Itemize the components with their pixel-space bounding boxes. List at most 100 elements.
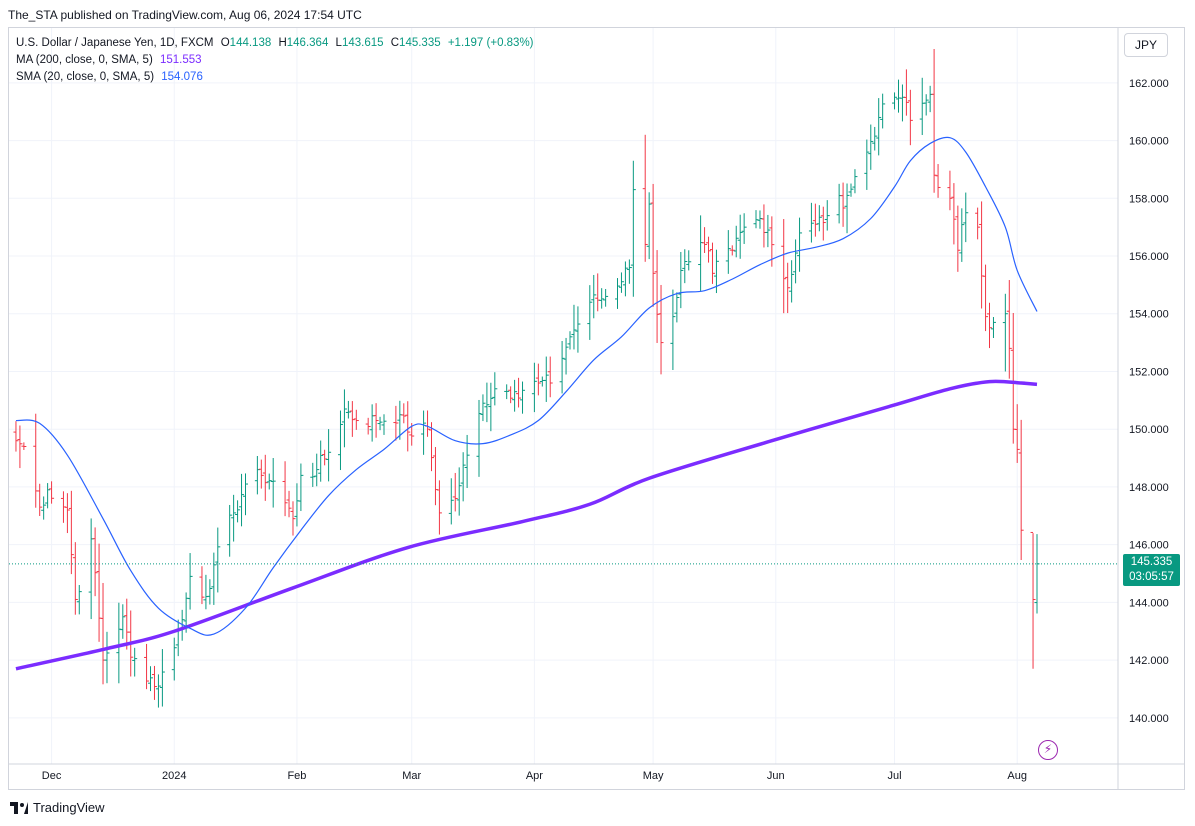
ohlc-bar xyxy=(923,94,929,116)
ohlc-bar xyxy=(702,227,708,253)
symbol-label[interactable]: U.S. Dollar / Japanese Yen, 1D, FXCM xyxy=(16,37,214,49)
ohlc-bar xyxy=(1014,404,1020,463)
ohlc-bar xyxy=(282,461,288,517)
y-tick-label: 140.000 xyxy=(1129,713,1169,725)
lightning-icon[interactable]: ⚡ xyxy=(1038,740,1058,760)
ohlc-bar xyxy=(903,69,909,116)
ohlc-bar xyxy=(373,403,379,438)
close-value: 145.335 xyxy=(399,37,441,49)
ohlc-bar xyxy=(151,665,157,700)
ohlc-bar xyxy=(824,200,830,231)
ohlc-bar xyxy=(68,490,74,575)
ohlc-bar xyxy=(92,527,98,597)
time-axis: Dec 2024 Feb Mar Apr May Jun Jul Aug xyxy=(9,763,1185,782)
close-label: C xyxy=(390,37,400,49)
ohlc-bar xyxy=(864,139,870,190)
publisher-line: The_STA published on TradingView.com, Au… xyxy=(8,8,362,22)
ohlc-bar xyxy=(262,454,268,501)
y-tick-label: 146.000 xyxy=(1129,540,1169,552)
ohlc-bar xyxy=(504,384,510,400)
last-price-badge: 145.335 03:05:57 xyxy=(1123,554,1180,586)
ohlc-bar xyxy=(175,619,181,657)
ohlc-bar xyxy=(318,440,324,482)
ohlc-bar xyxy=(448,478,454,525)
currency-button[interactable]: JPY xyxy=(1124,33,1168,57)
ohlc-bar xyxy=(642,134,648,262)
x-tick-label: Apr xyxy=(526,770,543,782)
ohlc-bar xyxy=(258,459,264,489)
legend-sma20-row[interactable]: SMA (20, close, 0, SMA, 5) 154.076 xyxy=(16,69,534,86)
ohlc-bar xyxy=(1010,313,1016,444)
ohlc-bar xyxy=(709,242,715,284)
ohlc-bar xyxy=(844,183,850,234)
ohlc-bar xyxy=(428,422,434,472)
footer-brand[interactable]: TradingView xyxy=(10,800,105,815)
change-value: +1.197 (+0.83%) xyxy=(447,37,534,49)
ohlc-bar xyxy=(235,500,241,523)
last-price-value: 145.335 xyxy=(1130,556,1173,568)
ohlc-bar xyxy=(120,604,126,639)
ohlc-bar xyxy=(254,455,260,495)
ohlc-bar xyxy=(377,416,383,431)
ohlc-bar xyxy=(341,389,347,448)
ohlc-bar xyxy=(231,494,237,542)
ohlc-bar xyxy=(539,376,545,387)
sma20-label: SMA (20, close, 0, SMA, 5) xyxy=(16,71,155,83)
y-tick-label: 148.000 xyxy=(1129,482,1169,494)
y-tick-label: 162.000 xyxy=(1129,78,1169,90)
ohlc-bar xyxy=(872,126,878,151)
ohlc-bar xyxy=(1018,419,1024,561)
ohlc-bar xyxy=(769,216,775,267)
ohlc-bar xyxy=(13,421,19,452)
ohlc-bar xyxy=(781,219,787,314)
ohlc-bar xyxy=(88,518,94,620)
ohlc-bar xyxy=(155,674,161,708)
ohlc-bar xyxy=(698,215,704,292)
ohlc-bar xyxy=(1002,293,1008,372)
ohlc-bar xyxy=(615,278,621,309)
grid-lines xyxy=(9,28,1118,764)
ohlc-bar xyxy=(1006,280,1012,379)
ohlc-bar xyxy=(543,356,549,402)
ohlc-bar xyxy=(405,401,411,452)
ohlc-bar xyxy=(587,285,593,340)
y-tick-label: 152.000 xyxy=(1129,366,1169,378)
y-tick-label: 142.000 xyxy=(1129,655,1169,667)
sma20-value: 154.076 xyxy=(161,71,203,83)
y-tick-label: 156.000 xyxy=(1129,251,1169,263)
ohlc-bar xyxy=(488,382,494,432)
ohlc-bar xyxy=(895,79,901,113)
ohlc-bar xyxy=(892,92,898,110)
ohlc-bar xyxy=(575,306,581,353)
ohlc-bar xyxy=(104,631,110,684)
ohlc-bar xyxy=(987,302,993,349)
ohlc-bar xyxy=(17,425,23,469)
y-tick-label: 144.000 xyxy=(1129,597,1169,609)
ohlc-bar xyxy=(646,192,652,260)
ohlc-bar xyxy=(266,473,272,490)
ohlc-bar xyxy=(421,410,427,455)
ma200-value: 151.553 xyxy=(159,54,202,66)
ohlc-bar xyxy=(100,582,106,685)
ohlc-bar xyxy=(919,77,925,136)
ohlc-bar xyxy=(979,201,985,309)
ohlc-bar xyxy=(595,273,601,312)
legend-ma200-row[interactable]: MA (200, close, 0, SMA, 5) 151.553 xyxy=(16,52,534,69)
ohlc-bar xyxy=(535,363,541,396)
ohlc-bar xyxy=(337,410,343,471)
ohlc-bar xyxy=(990,317,996,339)
chart-frame xyxy=(8,27,1185,790)
ohlc-bar xyxy=(436,480,442,535)
ohlc-bar xyxy=(227,504,233,557)
ma200-label: MA (200, close, 0, SMA, 5) xyxy=(16,54,153,66)
ohlc-bar xyxy=(567,331,573,350)
ohlc-bar xyxy=(76,585,82,615)
ohlc-bar xyxy=(706,236,712,263)
tradingview-logo-icon xyxy=(10,801,28,814)
ohlc-bar xyxy=(1034,534,1040,614)
ohlc-bar xyxy=(171,637,177,681)
ohlc-bar xyxy=(144,643,150,690)
ohlc-bar xyxy=(381,414,387,435)
ohlc-bar xyxy=(630,160,636,297)
